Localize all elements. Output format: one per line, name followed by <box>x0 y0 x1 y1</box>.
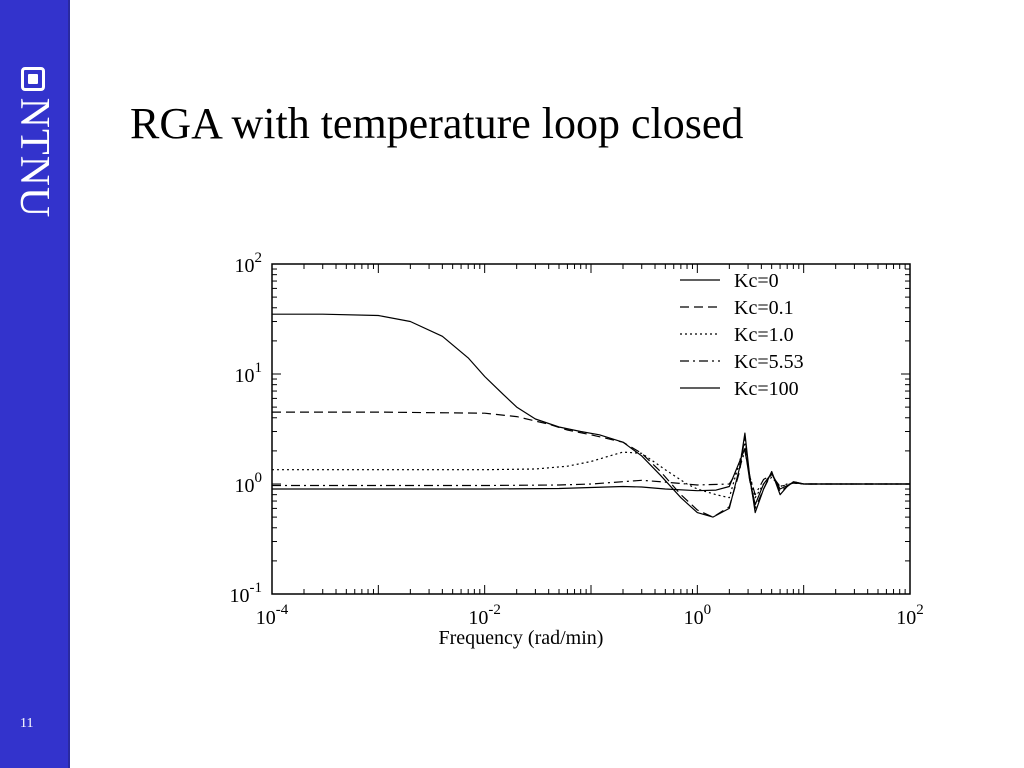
x-axis-label: Frequency (rad/min) <box>439 627 604 649</box>
rga-chart: 10-4 10-2 100 102 10-1 100 101 102 Frequency (ra… <box>230 250 924 649</box>
series-line-5 <box>272 448 910 506</box>
y-tick-label: 101 <box>235 360 263 387</box>
series-line-2 <box>272 411 910 518</box>
chart-container: 10-4 10-2 100 102 10-1 100 101 102 Frequency (ra… <box>190 230 960 660</box>
legend-label: Kc=1.0 <box>734 324 794 346</box>
series-line-4 <box>272 450 910 496</box>
logo-inner-square <box>28 74 38 84</box>
x-tick-label: 102 <box>896 602 924 629</box>
series-line-3 <box>272 441 910 499</box>
slide-title: RGA with temperature loop closed <box>130 99 744 148</box>
y-tick-label: 10-1 <box>230 580 263 607</box>
logo-text: NTNU <box>11 97 57 219</box>
x-tick-label: 10-4 <box>256 602 289 629</box>
x-tick-label: 100 <box>684 602 712 629</box>
x-tick-label: 10-2 <box>468 602 501 629</box>
legend-label: Kc=5.53 <box>734 351 804 373</box>
y-tick-label: 102 <box>235 250 263 277</box>
legend-label: Kc=0.1 <box>734 297 794 319</box>
plot-frame <box>271 263 911 595</box>
legend-label: Kc=0 <box>734 270 779 292</box>
page-number: 11 <box>20 716 34 731</box>
series-line-1 <box>272 313 910 518</box>
legend-label: Kc=100 <box>734 378 799 400</box>
y-tick-label: 100 <box>235 470 263 497</box>
ntnu-logo-icon <box>21 67 45 91</box>
sidebar: NTNU 11 <box>0 0 70 768</box>
